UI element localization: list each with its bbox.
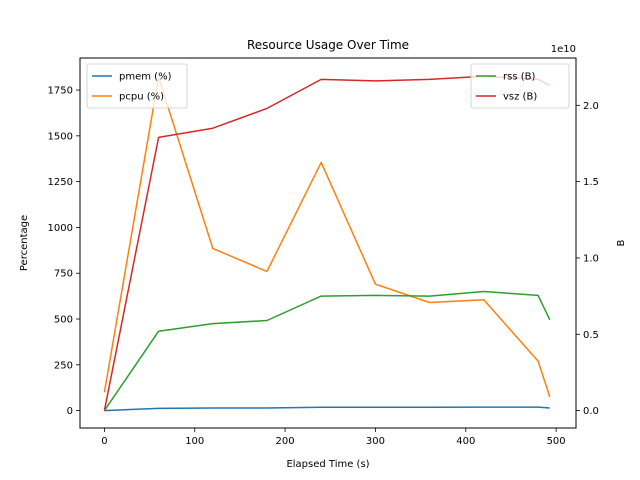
y-left-tick-label: 500 bbox=[54, 315, 73, 326]
plot-frame bbox=[79, 57, 577, 429]
x-tick-label: 300 bbox=[366, 436, 385, 447]
x-tick-label: 500 bbox=[547, 436, 566, 447]
x-axis: 0 100 200 300 400 500 bbox=[101, 428, 566, 447]
x-tick-label: 200 bbox=[276, 436, 295, 447]
x-tick-label: 100 bbox=[185, 436, 204, 447]
legend-label: pmem (%) bbox=[119, 72, 172, 83]
y-left-tick-label: 0 bbox=[67, 406, 73, 417]
y-left-tick-label: 1000 bbox=[48, 223, 73, 234]
legend-label: pcpu (%) bbox=[119, 92, 164, 103]
y-right-tick-label: 1.5 bbox=[583, 177, 599, 188]
y-left-tick-label: 1250 bbox=[48, 177, 73, 188]
y-axis-right: 0.0 0.5 1.0 1.5 2.0 bbox=[576, 101, 599, 417]
x-tick-label: 400 bbox=[456, 436, 475, 447]
y-right-tick-label: 0.0 bbox=[583, 406, 599, 417]
y-axis-left: 0 250 500 750 1000 1250 1500 1750 bbox=[48, 86, 80, 417]
legend-left: pmem (%) pcpu (%) bbox=[86, 63, 188, 109]
series-line-vsz bbox=[103, 75, 551, 411]
x-tick-label: 0 bbox=[101, 436, 107, 447]
x-axis-label: Elapsed Time (s) bbox=[286, 459, 369, 470]
y-right-tick-label: 2.0 bbox=[583, 101, 599, 112]
series-line-pmem bbox=[104, 406, 550, 412]
chart-title: Resource Usage Over Time bbox=[247, 38, 409, 52]
right-axis-multiplier: 1e10 bbox=[551, 44, 576, 55]
y-left-tick-label: 1750 bbox=[48, 86, 73, 97]
legend-label: vsz (B) bbox=[503, 92, 537, 103]
y-axis-right-label: B bbox=[616, 239, 627, 246]
legend-box bbox=[470, 63, 570, 109]
y-left-tick-label: 750 bbox=[54, 269, 73, 280]
y-right-tick-label: 1.0 bbox=[583, 253, 599, 264]
legend-box bbox=[86, 63, 188, 109]
series-line-pcpu bbox=[103, 76, 551, 398]
legend-label: rss (B) bbox=[503, 72, 535, 83]
y-left-tick-label: 1500 bbox=[48, 131, 73, 142]
series-line-rss bbox=[103, 290, 551, 412]
legend-right: rss (B) vsz (B) bbox=[470, 63, 570, 109]
y-left-tick-label: 250 bbox=[54, 360, 73, 371]
y-right-tick-label: 0.5 bbox=[583, 330, 599, 341]
plot-lines bbox=[103, 75, 551, 412]
y-axis-left-label: Percentage bbox=[19, 215, 30, 271]
